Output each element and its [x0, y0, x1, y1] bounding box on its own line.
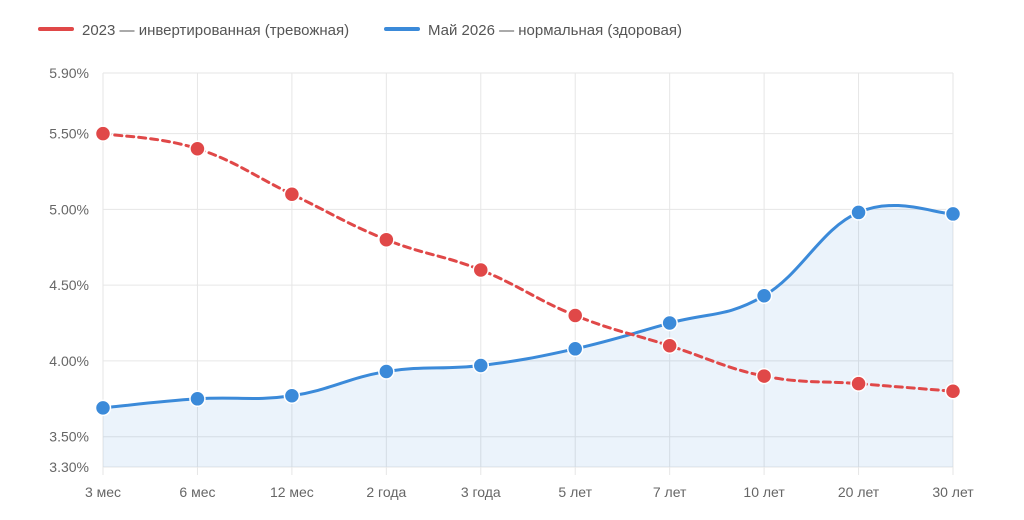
x-tick-label: 20 лет — [838, 484, 880, 500]
data-point-2026[interactable] — [661, 314, 678, 332]
plot-area — [94, 125, 962, 467]
data-point-2026[interactable] — [283, 387, 301, 405]
data-point-2026[interactable] — [850, 204, 867, 221]
y-tick-label: 3.50% — [49, 429, 89, 445]
data-point-2026[interactable] — [944, 205, 962, 223]
data-point-2026[interactable] — [189, 390, 206, 408]
legend-label-2026: Май 2026 — нормальная (здоровая) — [428, 22, 682, 39]
data-point-2023[interactable] — [755, 367, 773, 385]
data-point-2023[interactable] — [378, 231, 395, 248]
y-tick-label: 4.50% — [49, 277, 89, 293]
data-point-2023[interactable] — [850, 375, 867, 392]
x-tick-label: 7 лет — [653, 484, 687, 500]
data-point-2023[interactable] — [944, 382, 962, 400]
data-point-2023[interactable] — [661, 337, 678, 355]
y-tick-label: 3.30% — [49, 459, 89, 475]
data-point-2023[interactable] — [94, 125, 112, 142]
x-tick-label: 12 мес — [270, 484, 314, 500]
x-tick-label: 6 мес — [179, 484, 215, 500]
x-tick-label: 10 лет — [743, 484, 785, 500]
x-tick-label: 2 года — [366, 484, 406, 500]
x-tick-label: 30 лет — [932, 484, 974, 500]
series-area-2026 — [103, 205, 953, 467]
legend-item-2023[interactable]: 2023 — инвертированная (тревожная) — [38, 22, 349, 39]
y-tick-label: 5.90% — [49, 65, 89, 81]
y-tick-label: 5.00% — [49, 201, 89, 217]
legend-item-2026[interactable]: Май 2026 — нормальная (здоровая) — [384, 22, 682, 39]
data-point-2023[interactable] — [189, 140, 206, 158]
data-point-2026[interactable] — [378, 363, 395, 380]
y-axis: 5.90% 5.50% 5.00% 4.50% 4.00% 3.50% 3.30% — [49, 65, 89, 475]
series-line-2026 — [101, 204, 955, 410]
legend: 2023 — инвертированная (тревожная) Май 2… — [38, 22, 682, 39]
x-tick-label: 3 мес — [85, 484, 121, 500]
x-axis: 3 мес 6 мес 12 мес 2 года 3 года 5 лет 7 лет 10… — [85, 484, 974, 500]
data-point-2023[interactable] — [472, 261, 490, 279]
legend-label-2023: 2023 — инвертированная (тревожная) — [82, 22, 349, 39]
data-point-2026[interactable] — [755, 287, 773, 305]
data-point-2026[interactable] — [472, 357, 490, 374]
y-tick-label: 5.50% — [49, 126, 89, 142]
series-line-2023 — [101, 132, 955, 393]
y-tick-label: 4.00% — [49, 353, 89, 369]
x-tick-label: 5 лет — [558, 484, 592, 500]
data-point-2026[interactable] — [94, 399, 112, 417]
x-tick-label: 3 года — [461, 484, 501, 500]
data-point-2026[interactable] — [566, 340, 584, 358]
data-point-2023[interactable] — [283, 185, 301, 203]
data-point-2023[interactable] — [566, 307, 584, 324]
